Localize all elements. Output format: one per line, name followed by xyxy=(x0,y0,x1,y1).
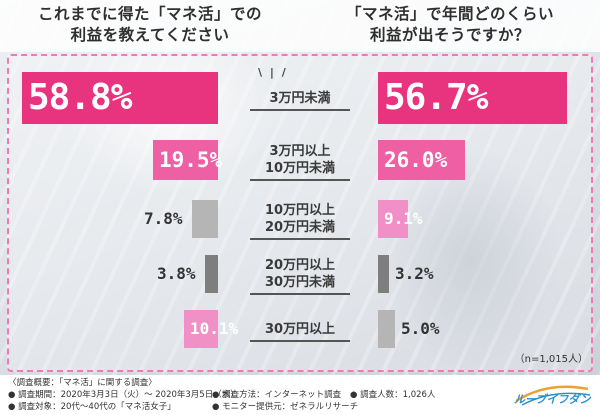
value-label-right: 3.2% xyxy=(395,264,434,283)
bar-right xyxy=(378,200,408,238)
value-label-left: 7.8% xyxy=(144,209,183,228)
value-label-right: 26.0% xyxy=(384,147,448,172)
bar-right xyxy=(378,310,395,348)
value-label-left: 3.8% xyxy=(157,264,196,283)
header: これまでに得た「マネ活」での 利益を教えてください 「マネ活」で年間どのくらい … xyxy=(0,0,600,52)
category-underline xyxy=(250,179,350,181)
category-label: 3万円以上 10万円未満 xyxy=(264,144,336,176)
survey-provider: ● モニター提供元：ゼネラルリサーチ xyxy=(212,402,359,412)
value-label-left: 19.5% xyxy=(159,147,223,172)
survey-period: ● 調査期間：2020年3月3日（火）～ 2020年3月5日（木） xyxy=(8,390,239,400)
value-label-left: 10.1% xyxy=(190,319,239,338)
bar-left xyxy=(205,255,218,293)
value-label-right: 9.1% xyxy=(384,209,423,228)
left-question-title: これまでに得た「マネ活」での 利益を教えてください xyxy=(37,5,262,44)
category-label: 10万円以上 20万円未満 xyxy=(264,203,336,235)
category-underline xyxy=(250,109,350,111)
category-label: 20万円以上 30万円未満 xyxy=(264,258,336,290)
sample-size-note: （n=1,015人） xyxy=(514,354,588,365)
category-underline xyxy=(250,340,350,342)
category-underline xyxy=(250,238,350,240)
bar-right xyxy=(378,255,389,293)
logo-text: ルーブイフダン xyxy=(514,393,591,406)
bar-left xyxy=(153,140,218,180)
survey-title: 〈調査概要：「マネ活」に関する調査〉 xyxy=(8,378,157,388)
bar-left xyxy=(22,72,218,124)
survey-count: ● 調査人数：1,026人 xyxy=(350,390,436,400)
category-label: 3万円未満 xyxy=(269,90,331,106)
survey-target: ● 調査対象：20代～40代の「マネ活女子」 xyxy=(8,402,176,412)
value-label-right: 56.7% xyxy=(384,77,488,118)
survey-footer: 〈調査概要：「マネ活」に関する調査〉 ● 調査期間：2020年3月3日（火）～ … xyxy=(0,375,600,415)
bar-right xyxy=(378,72,567,124)
category-label: 30万円以上 xyxy=(264,321,336,337)
brand-logo: ルーブイフダン xyxy=(508,383,594,411)
bar-left xyxy=(184,310,218,348)
sparkle-icon: \ | / xyxy=(258,66,288,79)
survey-method: ● 調査方法：インターネット調査 xyxy=(212,390,342,400)
right-question-title: 「マネ活」で年間どのくらい 利益が出そうですか？ xyxy=(345,5,554,44)
bar-right xyxy=(378,140,465,180)
value-label-right: 5.0% xyxy=(401,319,440,338)
value-label-left: 58.8% xyxy=(28,77,132,118)
category-underline xyxy=(250,293,350,295)
bar-left xyxy=(192,200,218,238)
swoosh-logo-icon xyxy=(515,385,591,406)
